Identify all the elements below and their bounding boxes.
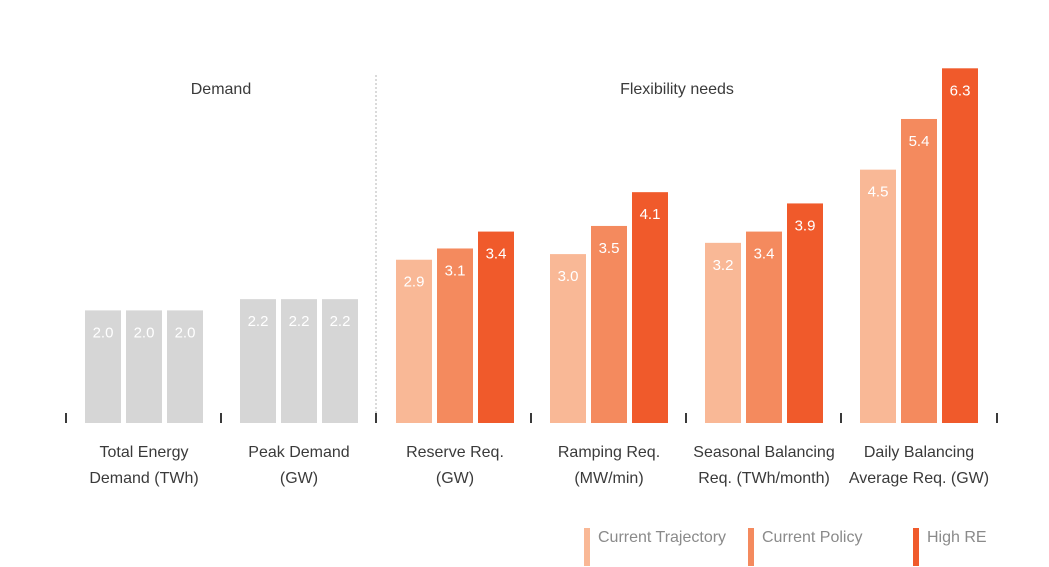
data-label: 2.0 xyxy=(175,324,196,341)
data-label: 3.2 xyxy=(713,257,734,274)
category-label: Total Energy xyxy=(100,444,189,461)
category-label: Demand (TWh) xyxy=(89,470,198,487)
data-label: 6.3 xyxy=(950,82,971,99)
bar xyxy=(591,225,627,423)
category-label: Req. (TWh/month) xyxy=(698,470,830,487)
legend-swatch xyxy=(913,528,919,566)
category-label: Reserve Req. xyxy=(406,444,504,461)
data-label: 3.0 xyxy=(558,268,579,285)
data-label: 5.4 xyxy=(909,133,930,150)
category-label: Average Req. (GW) xyxy=(849,470,989,487)
bar xyxy=(126,310,162,423)
bar xyxy=(478,231,514,423)
data-label: 2.0 xyxy=(134,324,155,341)
bar xyxy=(437,248,473,423)
data-label: 3.5 xyxy=(599,240,620,257)
bar xyxy=(860,169,896,423)
data-label: 2.2 xyxy=(330,313,351,330)
bar xyxy=(550,254,586,423)
bar xyxy=(746,231,782,423)
section-title: Flexibility needs xyxy=(620,81,734,98)
bar xyxy=(705,242,741,423)
legend-swatch xyxy=(748,528,754,566)
category-label: (GW) xyxy=(280,470,318,487)
category-label: Daily Balancing xyxy=(864,444,974,461)
bar xyxy=(632,192,668,423)
data-label: 2.0 xyxy=(93,324,114,341)
category-label: (GW) xyxy=(436,470,474,487)
data-label: 3.1 xyxy=(445,262,466,279)
legend-swatch xyxy=(584,528,590,566)
bar xyxy=(787,203,823,423)
legend-label: Current Policy xyxy=(762,529,863,546)
data-label: 2.2 xyxy=(248,313,269,330)
section-title: Demand xyxy=(191,81,251,98)
bar xyxy=(281,299,317,423)
bar xyxy=(167,310,203,423)
data-label: 4.1 xyxy=(640,206,661,223)
data-label: 2.2 xyxy=(289,313,310,330)
bar xyxy=(396,259,432,423)
bar xyxy=(240,299,276,423)
legend-label: Current Trajectory xyxy=(598,529,727,546)
data-label: 3.4 xyxy=(754,246,775,263)
category-label: Peak Demand xyxy=(248,444,349,461)
category-label: (MW/min) xyxy=(574,470,643,487)
bar xyxy=(901,118,937,423)
data-label: 3.4 xyxy=(486,246,507,263)
category-label: Seasonal Balancing xyxy=(693,444,834,461)
data-label: 3.9 xyxy=(795,217,816,234)
category-label: Ramping Req. xyxy=(558,444,660,461)
bar xyxy=(322,299,358,423)
bar xyxy=(942,68,978,423)
legend: Current Trajectory Current Policy High RE xyxy=(0,525,1049,566)
legend-label: High RE xyxy=(927,529,987,546)
data-label: 2.9 xyxy=(404,274,425,291)
data-label: 4.5 xyxy=(868,184,889,201)
bar xyxy=(85,310,121,423)
